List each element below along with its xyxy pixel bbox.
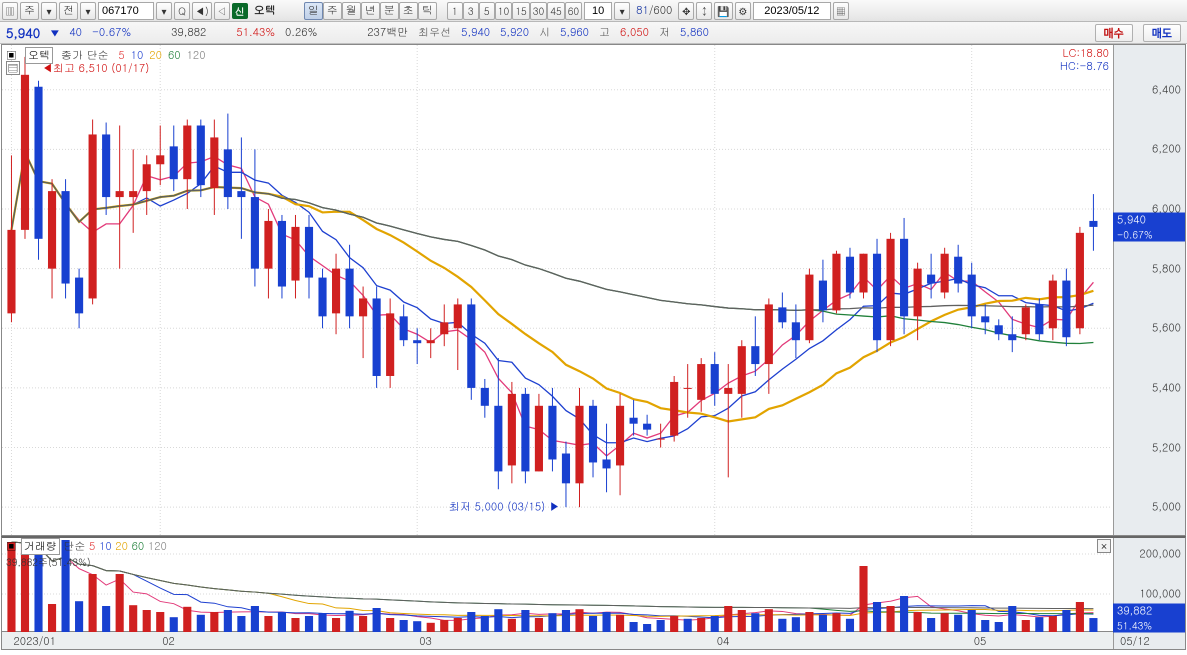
period-btn-일[interactable]: 일 [304, 2, 323, 20]
interval-input[interactable] [584, 2, 612, 20]
interval-btn-45[interactable]: 45 [547, 2, 564, 20]
down-arrow-icon: ▼ [50, 26, 59, 40]
time-axis-right: 05/12 [1113, 632, 1185, 649]
margin-badge: 신 [232, 3, 248, 19]
period-btn-초[interactable]: 초 [399, 2, 418, 20]
bid1-price: 5,940 [461, 25, 490, 40]
volume-chart[interactable]: ▣ 거래량 단순 5 10 20 60 120 39,882주(51.43%) … [1, 536, 1186, 632]
price-plot[interactable] [2, 45, 1113, 535]
ticker-input[interactable] [98, 2, 154, 20]
period-btn-년[interactable]: 년 [361, 2, 380, 20]
sell-button[interactable]: 매도 [1143, 24, 1181, 42]
high-price: 6,050 [620, 25, 649, 40]
x-tick: 2023/01 [13, 634, 56, 649]
y-tick: 6,400 [1152, 82, 1181, 97]
price-change-pct: -0.67% [92, 25, 131, 40]
tool-crosshair-icon[interactable]: ✥ [678, 2, 694, 20]
interval-dropdown-icon[interactable]: ▾ [614, 2, 630, 20]
price-change: 40 [69, 25, 82, 40]
chart-low-annotation: 최저 5,000 (03/15) ▶ [449, 500, 560, 515]
interval-btn-1[interactable]: 1 [447, 2, 463, 20]
menu-icon[interactable]: ▥ [2, 2, 18, 20]
chart-high-annotation: ◀최고 6,510 (01/17) [42, 61, 149, 76]
interval-btn-60[interactable]: 60 [565, 2, 582, 20]
y-tick: 5,200 [1152, 440, 1181, 455]
interval-btn-5[interactable]: 5 [479, 2, 495, 20]
lc-hc-display: LC:18.80 HC:-8.76 [1060, 47, 1109, 73]
x-tick: 02 [162, 634, 175, 649]
open-label: 시 [539, 25, 550, 40]
time-axis: 05/12 2023/01 02 03 04 05 [1, 632, 1186, 650]
x-tick: 03 [419, 634, 432, 649]
main-toolbar: ▥ 주 ▾ 전 ▾ ▾ Q ◀) ◁ 신 오텍 일주월년분초틱 13510153… [0, 0, 1187, 22]
period-btn-틱[interactable]: 틱 [418, 2, 437, 20]
quote-infobar: 5,940 ▼ 40 -0.67% 39,882 51.43% 0.26% 23… [0, 22, 1187, 44]
period-buttons: 일주월년분초틱 [304, 2, 437, 20]
volume: 39,882 [171, 25, 206, 40]
y-tick: 5,000 [1152, 500, 1181, 515]
interval-btn-10[interactable]: 10 [495, 2, 512, 20]
interval-buttons: 1351015304560 [447, 2, 582, 20]
interval-btn-3[interactable]: 3 [463, 2, 479, 20]
amount: 237백만 [367, 25, 408, 40]
nav-left-icon[interactable]: ◁ [214, 2, 230, 20]
interval-btn-30[interactable]: 30 [530, 2, 547, 20]
y-tick: 5,400 [1152, 380, 1181, 395]
priority-label: 최우선 [418, 25, 451, 40]
low-label: 저 [659, 25, 670, 40]
price-y-axis: 5,0005,2005,4005,6005,8006,0006,2006,400 [1113, 45, 1185, 535]
date-input[interactable] [753, 2, 831, 20]
chart-options-icon[interactable]: ▤ [6, 61, 20, 75]
x-tick: 05 [974, 634, 987, 649]
bid2-price: 5,920 [500, 25, 529, 40]
x-tick: 04 [717, 634, 730, 649]
calendar-icon[interactable]: ▦ [833, 2, 849, 20]
y-tick: 5,800 [1152, 261, 1181, 276]
period-week-btn[interactable]: 주 [20, 2, 39, 20]
search-icon[interactable]: Q [174, 2, 190, 20]
y-tick: 5,600 [1152, 321, 1181, 336]
y-tick: 6,200 [1152, 142, 1181, 157]
volume-pct: 51.43% [236, 25, 275, 40]
open-price: 5,960 [560, 25, 589, 40]
period-btn-월[interactable]: 월 [342, 2, 361, 20]
period-btn-분[interactable]: 분 [380, 2, 399, 20]
volume-flag: 39,882 51.43% [1113, 604, 1185, 633]
count-display: 81/600 [636, 3, 672, 18]
x-right-label: 05/12 [1120, 634, 1150, 649]
vol-y-tick: 100,000 [1139, 587, 1181, 602]
count-current: 81 [636, 3, 649, 18]
save-icon[interactable]: 💾 [714, 2, 732, 20]
period-btn-주[interactable]: 주 [323, 2, 342, 20]
gear-icon[interactable]: ⚙ [735, 2, 751, 20]
high-label: 고 [599, 25, 610, 40]
price-chart[interactable]: ▣ 오텍 종가 단순 5102060120 ▤ ◀최고 6,510 (01/17… [1, 44, 1186, 536]
low-price: 5,860 [680, 25, 709, 40]
buy-button[interactable]: 매수 [1095, 24, 1133, 42]
period-prev-btn[interactable]: 전 [59, 2, 78, 20]
sound-icon[interactable]: ◀) [192, 2, 212, 20]
vol-y-tick: 200,000 [1139, 547, 1181, 562]
stock-name: 오텍 [254, 3, 276, 18]
turnover-pct: 0.26% [285, 25, 317, 40]
interval-btn-15[interactable]: 15 [512, 2, 529, 20]
ticker-dropdown-icon[interactable]: ▾ [156, 2, 172, 20]
dropdown-icon-2[interactable]: ▾ [80, 2, 96, 20]
tool-cursor-icon[interactable]: ↕ [696, 2, 712, 20]
last-price: 5,940 [6, 23, 40, 42]
last-price-flag: 5,940 -0.67% [1113, 212, 1185, 241]
volume-plot[interactable] [2, 538, 1113, 631]
dropdown-icon[interactable]: ▾ [41, 2, 57, 20]
